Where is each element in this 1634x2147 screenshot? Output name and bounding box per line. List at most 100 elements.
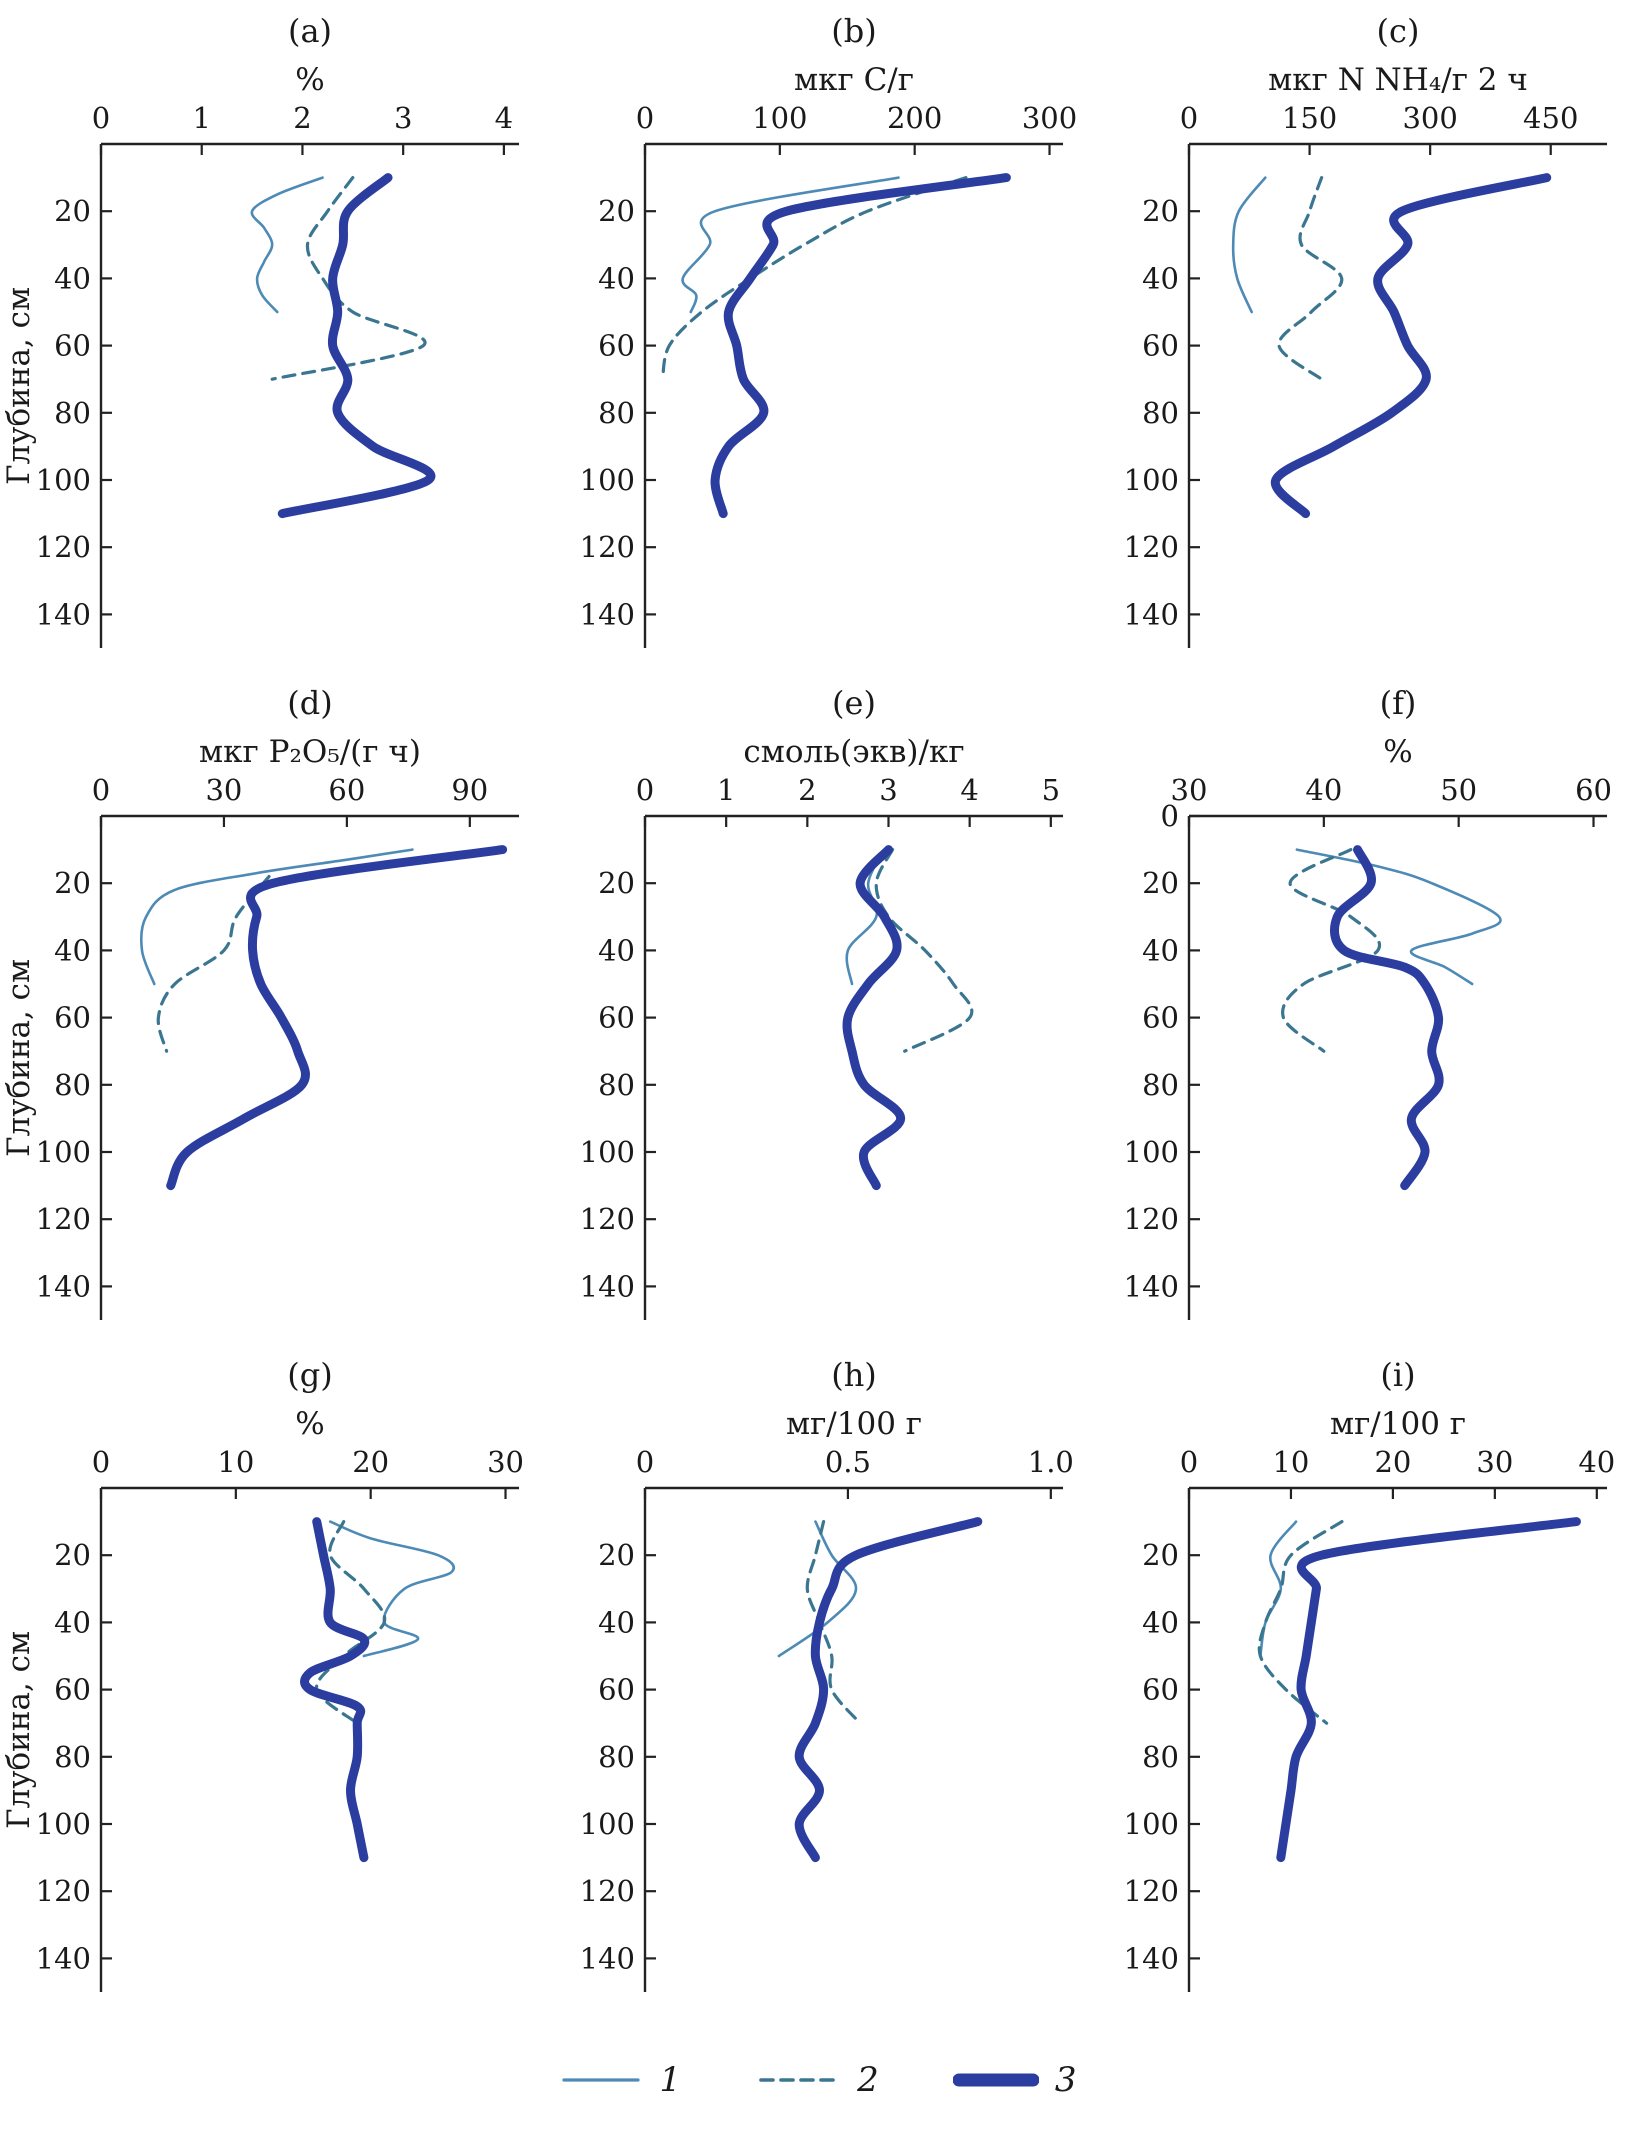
panel-label: (h) xyxy=(831,1356,877,1394)
series-3-line xyxy=(166,845,508,1191)
legend-item-2: 2 xyxy=(755,2060,879,2100)
x-axis-unit-label: мкг P₂O₅/(г ч) xyxy=(199,734,421,770)
y-tick-label: 100 xyxy=(36,463,91,497)
panel-label: (f) xyxy=(1380,684,1417,722)
subplot-g-svg: (g)% 0 10 20 30 20 40 60 80 100 120 140 Глубина, см xyxy=(1,1356,524,1992)
y-tick-label: 40 xyxy=(1142,933,1179,967)
y-tick-label: 60 xyxy=(54,329,91,363)
y-tick-label: 80 xyxy=(54,1740,91,1774)
series-3-line xyxy=(794,1517,983,1863)
x-tick-label: 2 xyxy=(293,101,311,135)
subplot-i-svg: (i) мг/100 г 0 10 20 30 40 20 40 60 80 100 120 140 xyxy=(1124,1356,1615,1992)
series-1-line xyxy=(1295,848,1502,986)
y-tick-label: 40 xyxy=(54,261,91,295)
subplot-d: (d) мкг P₂O₅/(г ч) 0 30 60 90 20 40 60 80 100 120 14… xyxy=(1,680,545,1352)
x-tick-label: 100 xyxy=(752,101,807,135)
y-tick-label: 20 xyxy=(598,866,635,900)
y-tick-label: 140 xyxy=(36,1941,91,1975)
legend-label: 2 xyxy=(857,2060,879,2100)
y-tick-label: 100 xyxy=(36,1135,91,1169)
y-tick-label: 120 xyxy=(1124,530,1179,564)
x-tick-label: 0 xyxy=(636,1445,654,1479)
x-tick-label: 30 xyxy=(1171,773,1208,807)
y-tick-label: 120 xyxy=(580,1202,635,1236)
y-tick-label: 80 xyxy=(54,1068,91,1102)
x-axis-unit-label: мкг С/г xyxy=(794,62,914,98)
series-2-line xyxy=(874,848,974,1053)
x-tick-label: 0 xyxy=(636,773,654,807)
x-tick-label: 0 xyxy=(92,773,110,807)
panel-label: (i) xyxy=(1380,1356,1415,1394)
y-tick-label: 20 xyxy=(54,194,91,228)
panel-label: (d) xyxy=(287,684,332,722)
y-tick-label: 20 xyxy=(1142,866,1179,900)
x-tick-label: 30 xyxy=(1476,1445,1513,1479)
panel-label: (b) xyxy=(831,12,876,50)
y-tick-label: 120 xyxy=(36,1874,91,1908)
series-1-line xyxy=(681,176,900,314)
x-tick-label: 0 xyxy=(1180,101,1198,135)
series-1-line xyxy=(1259,1520,1298,1658)
series-1-line xyxy=(139,848,414,986)
x-tick-label: 5 xyxy=(1042,773,1060,807)
subplot-e-svg: (e) смоль(экв)/кг 0 1 2 3 4 5 20 40 60 80 100 120 140 xyxy=(580,684,1063,1320)
x-tick-label: 60 xyxy=(328,773,365,807)
series-1-line xyxy=(250,176,324,314)
series-2-line xyxy=(1257,1520,1344,1725)
y-tick-label: 40 xyxy=(54,1605,91,1639)
y-tick-label: 40 xyxy=(598,933,635,967)
subplot-a: (a)% 0 1 2 3 4 20 40 60 80 100 120 140 Глубина, см xyxy=(1,8,545,680)
y-tick-label: 100 xyxy=(1124,1135,1179,1169)
y-tick-label: 140 xyxy=(36,597,91,631)
x-tick-label: 3 xyxy=(879,773,897,807)
subplot-g: (g)% 0 10 20 30 20 40 60 80 100 120 140 Глубина, см xyxy=(1,1352,545,2024)
x-tick-label: 20 xyxy=(352,1445,389,1479)
y-tick-label: 140 xyxy=(580,1941,635,1975)
y-tick-label: 40 xyxy=(598,1605,635,1639)
x-tick-label: 0 xyxy=(636,101,654,135)
panel-label: (g) xyxy=(287,1356,332,1394)
subplot-h: (h) мг/100 г 0 0.5 1.0 20 40 60 80 100 120 140 xyxy=(545,1352,1089,2024)
x-axis-unit-label: % xyxy=(295,62,324,98)
series-1-line xyxy=(845,848,886,986)
y-tick-label: 40 xyxy=(1142,261,1179,295)
subplot-d-svg: (d) мкг P₂O₅/(г ч) 0 30 60 90 20 40 60 80 100 120 14… xyxy=(1,684,519,1320)
y-tick-label: 120 xyxy=(36,1202,91,1236)
subplot-e: (e) смоль(экв)/кг 0 1 2 3 4 5 20 40 60 80 100 120 140 xyxy=(545,680,1089,1352)
subplot-c: (c) мкг N NH₄/г 2 ч 0 150 300 450 20 40 60 80 100 1… xyxy=(1089,8,1633,680)
y-tick-label: 100 xyxy=(580,463,635,497)
x-tick-label: 0 xyxy=(1180,1445,1198,1479)
legend-sample-thin-solid xyxy=(561,2078,640,2082)
x-tick-label: 30 xyxy=(487,1445,524,1479)
x-tick-label: 300 xyxy=(1402,101,1457,135)
y-tick-label: 60 xyxy=(598,329,635,363)
legend-item-3: 3 xyxy=(952,2060,1076,2100)
series-3-line xyxy=(277,173,436,519)
legend: 1 2 3 xyxy=(0,2024,1634,2136)
y-tick-label: 60 xyxy=(598,1001,635,1035)
series-3-line xyxy=(1330,845,1444,1191)
y-tick-label: 100 xyxy=(36,1807,91,1841)
y-tick-label: 0 xyxy=(1161,799,1179,833)
x-tick-label: 4 xyxy=(495,101,513,135)
panel-label: (a) xyxy=(288,12,332,50)
subplot-c-svg: (c) мкг N NH₄/г 2 ч 0 150 300 450 20 40 60 80 100 1… xyxy=(1124,12,1607,648)
x-tick-label: 0 xyxy=(92,101,110,135)
legend-label: 1 xyxy=(659,2060,682,2100)
series-1-line xyxy=(1231,176,1267,314)
y-tick-label: 140 xyxy=(580,597,635,631)
subplot-h-svg: (h) мг/100 г 0 0.5 1.0 20 40 60 80 100 120 140 xyxy=(580,1356,1074,1992)
y-tick-label: 80 xyxy=(1142,396,1179,430)
x-axis-unit-label: % xyxy=(295,1406,324,1442)
y-tick-label: 80 xyxy=(54,396,91,430)
y-tick-label: 100 xyxy=(1124,1807,1179,1841)
x-tick-label: 90 xyxy=(451,773,488,807)
x-tick-label: 150 xyxy=(1282,101,1337,135)
x-axis-unit-label: мг/100 г xyxy=(1330,1406,1466,1442)
series-2-line xyxy=(270,176,427,381)
y-tick-label: 60 xyxy=(1142,1001,1179,1035)
y-tick-label: 140 xyxy=(1124,1269,1179,1303)
x-tick-label: 450 xyxy=(1523,101,1578,135)
legend-item-1: 1 xyxy=(558,2060,682,2100)
